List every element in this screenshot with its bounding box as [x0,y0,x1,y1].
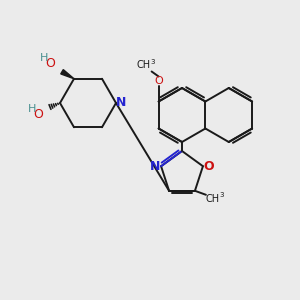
Text: O: O [45,57,55,70]
Text: N: N [116,97,126,110]
Text: H: H [28,104,36,114]
Text: CH: CH [206,194,220,204]
Text: O: O [204,160,214,173]
Text: CH: CH [136,61,151,70]
Text: O: O [154,76,163,85]
Text: N: N [150,160,160,173]
Polygon shape [61,70,74,79]
Text: H: H [40,53,48,63]
Text: 3: 3 [220,192,224,198]
Text: 3: 3 [150,58,155,64]
Text: O: O [33,109,43,122]
